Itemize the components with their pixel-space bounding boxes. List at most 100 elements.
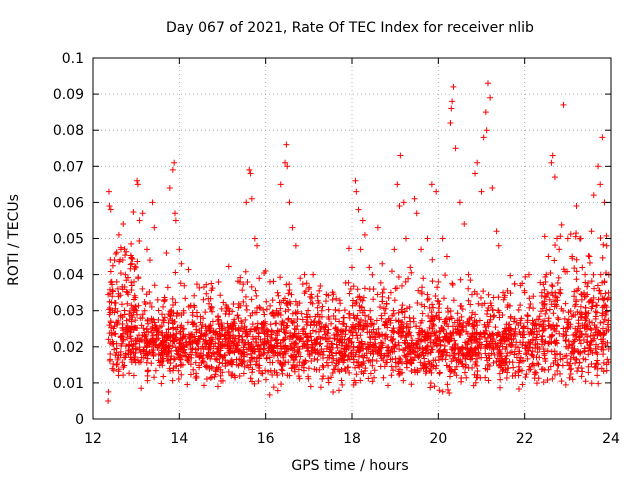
scatter-point [402, 235, 409, 242]
scatter-point [399, 302, 406, 309]
scatter-point [254, 242, 261, 249]
scatter-point [428, 181, 435, 188]
scatter-point [122, 271, 129, 278]
scatter-point [428, 309, 435, 316]
scatter-point [369, 362, 376, 369]
scatter-point [193, 326, 200, 333]
scatter-point [265, 339, 272, 346]
scatter-point [253, 325, 260, 332]
scatter-point [524, 347, 531, 354]
scatter-point [416, 352, 423, 359]
scatter-point [568, 365, 575, 372]
scatter-point [529, 321, 536, 328]
scatter-point [242, 316, 249, 323]
scatter-point [203, 364, 210, 371]
scatter-point [400, 328, 407, 335]
scatter-point [362, 365, 369, 372]
scatter-point [482, 365, 489, 372]
scatter-point [357, 316, 364, 323]
scatter-point [294, 315, 301, 322]
scatter-point [456, 199, 463, 206]
scatter-point [246, 328, 253, 335]
scatter-point [210, 329, 217, 336]
scatter-point [112, 331, 119, 338]
scatter-point [131, 278, 138, 285]
scatter-point [267, 321, 274, 328]
scatter-point [417, 319, 424, 326]
scatter-point [446, 353, 453, 360]
scatter-point [485, 377, 492, 384]
scatter-point [379, 342, 386, 349]
scatter-point [347, 285, 354, 292]
scatter-point [294, 322, 301, 329]
scatter-point [225, 263, 232, 270]
scatter-point [477, 294, 484, 301]
scatter-point [329, 340, 336, 347]
scatter-point [582, 279, 589, 286]
scatter-point [264, 333, 271, 340]
scatter-point [130, 209, 137, 216]
scatter-point [369, 378, 376, 385]
scatter-point [474, 159, 481, 166]
scatter-point [370, 326, 377, 333]
scatter-point [115, 366, 122, 373]
scatter-point [106, 306, 113, 313]
scatter-point [557, 356, 564, 363]
scatter-point [168, 347, 175, 354]
scatter-point [152, 367, 159, 374]
scatter-point [350, 343, 357, 350]
scatter-point [584, 333, 591, 340]
scatter-point [309, 327, 316, 334]
scatter-point [266, 391, 273, 398]
scatter-point [330, 355, 337, 362]
scatter-point [395, 368, 402, 375]
scatter-point [485, 304, 492, 311]
scatter-point [387, 289, 394, 296]
scatter-point [342, 327, 349, 334]
scatter-point [497, 337, 504, 344]
scatter-point [592, 308, 599, 315]
scatter-point [118, 301, 125, 308]
scatter-point [459, 324, 466, 331]
scatter-point [553, 322, 560, 329]
scatter-point [167, 337, 174, 344]
scatter-point [201, 331, 208, 338]
scatter-point [254, 343, 261, 350]
scatter-point [282, 308, 289, 315]
scatter-point [164, 353, 171, 360]
scatter-point [411, 195, 418, 202]
scatter-point [556, 330, 563, 337]
scatter-point [305, 365, 312, 372]
scatter-point [128, 287, 135, 294]
scatter-point [288, 291, 295, 298]
scatter-point [547, 325, 554, 332]
scatter-point [346, 369, 353, 376]
scatter-point [567, 355, 574, 362]
scatter-point [182, 350, 189, 357]
scatter-point [114, 308, 121, 315]
scatter-point [131, 354, 138, 361]
scatter-point [526, 295, 533, 302]
scatter-point [431, 383, 438, 390]
scatter-point [430, 339, 437, 346]
scatter-point [533, 380, 540, 387]
scatter-point [560, 101, 567, 108]
scatter-point [470, 382, 477, 389]
scatter-point [240, 298, 247, 305]
scatter-point [256, 304, 263, 311]
scatter-point [366, 264, 373, 271]
scatter-point [269, 309, 276, 316]
scatter-point [459, 345, 466, 352]
scatter-point [175, 376, 182, 383]
scatter-point [381, 333, 388, 340]
scatter-point [144, 316, 151, 323]
scatter-point [160, 317, 167, 324]
scatter-point [273, 307, 280, 314]
y-tick-label: 0.05 [53, 232, 84, 248]
scatter-point [545, 253, 552, 260]
scatter-point [579, 368, 586, 375]
scatter-point [505, 331, 512, 338]
scatter-point [488, 350, 495, 357]
scatter-point [256, 355, 263, 362]
scatter-point [336, 349, 343, 356]
